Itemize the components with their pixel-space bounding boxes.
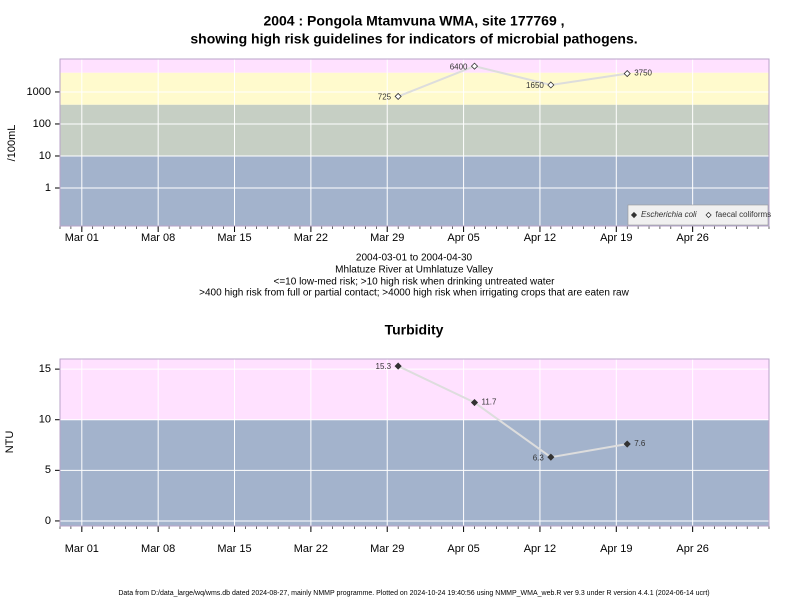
data-label: 3750 (634, 69, 652, 78)
y-tick-label: 10 (39, 414, 51, 426)
chart-title: showing high risk guidelines for indicat… (190, 31, 637, 47)
risk-band (60, 59, 769, 73)
data-label: 11.7 (481, 398, 497, 407)
risk-band (60, 359, 769, 420)
y-tick-label: 15 (39, 363, 51, 375)
legend-marker (630, 211, 638, 219)
x-tick-label: Apr 26 (676, 543, 708, 555)
x-tick-label: Apr 12 (524, 543, 556, 555)
y-tick-label: 5 (45, 464, 51, 476)
legend-label: faecal coliforms (716, 210, 772, 219)
data-point (394, 362, 402, 370)
legend-label: Escherichia coli (641, 210, 697, 219)
subtitle: Mhlatuze River at Umhlatuze Valley (335, 265, 493, 276)
y-tick-label: 1 (45, 182, 51, 194)
y-axis-label: NTU (4, 431, 16, 454)
risk-band (60, 72, 769, 105)
x-tick-label: Mar 29 (370, 232, 404, 244)
data-point (623, 70, 631, 78)
series-line (397, 65, 628, 98)
data-label: 6400 (450, 62, 468, 71)
data-point (470, 398, 479, 407)
legend-box (627, 204, 769, 226)
footer: Data from D:/data_large/wq/wms.db dated … (118, 590, 709, 597)
plot-border (59, 358, 770, 527)
risk-band (60, 419, 769, 526)
x-tick-label: Mar 08 (141, 543, 175, 555)
data-point (470, 62, 479, 70)
data-label: 6.3 (533, 453, 545, 462)
y-tick-label: 10 (39, 150, 51, 162)
x-tick-label: Mar 22 (294, 232, 328, 244)
data-point (547, 453, 555, 461)
data-label: 7.6 (634, 439, 646, 448)
subtitle: 2004-03-01 to 2004-04-30 (356, 253, 473, 264)
data-label: 15.3 (376, 362, 392, 371)
x-tick-label: Apr 05 (447, 232, 479, 244)
y-tick-label: 100 (33, 118, 51, 130)
subtitle: <=10 low-med risk; >10 high risk when dr… (274, 277, 556, 288)
chart-title: Turbidity (385, 322, 444, 338)
chart-title: 2004 : Pongola Mtamvuna WMA, site 177769… (263, 13, 564, 29)
y-tick-label: 0 (45, 515, 51, 527)
x-tick-label: Mar 15 (217, 543, 251, 555)
x-tick-label: Apr 05 (447, 543, 479, 555)
series-line (397, 365, 628, 459)
data-point (623, 440, 631, 448)
data-point (394, 92, 402, 100)
x-tick-label: Mar 08 (141, 232, 175, 244)
data-label: 1650 (526, 81, 544, 90)
subtitle: >400 high risk from full or partial cont… (199, 288, 629, 299)
x-tick-label: Apr 19 (600, 232, 632, 244)
legend-marker (705, 211, 712, 219)
x-tick-label: Apr 19 (600, 543, 632, 555)
x-tick-label: Mar 15 (217, 232, 251, 244)
plot-border (59, 58, 770, 227)
data-label: 725 (378, 93, 392, 102)
data-point (547, 81, 555, 89)
y-axis-label: /100mL (6, 125, 18, 162)
x-tick-label: Apr 12 (524, 232, 556, 244)
x-tick-label: Mar 01 (65, 232, 99, 244)
x-tick-label: Mar 29 (370, 543, 404, 555)
x-tick-label: Mar 22 (294, 543, 328, 555)
x-tick-label: Apr 26 (676, 232, 708, 244)
x-tick-label: Mar 01 (65, 543, 99, 555)
risk-band (60, 104, 769, 156)
y-tick-label: 1000 (27, 86, 51, 98)
